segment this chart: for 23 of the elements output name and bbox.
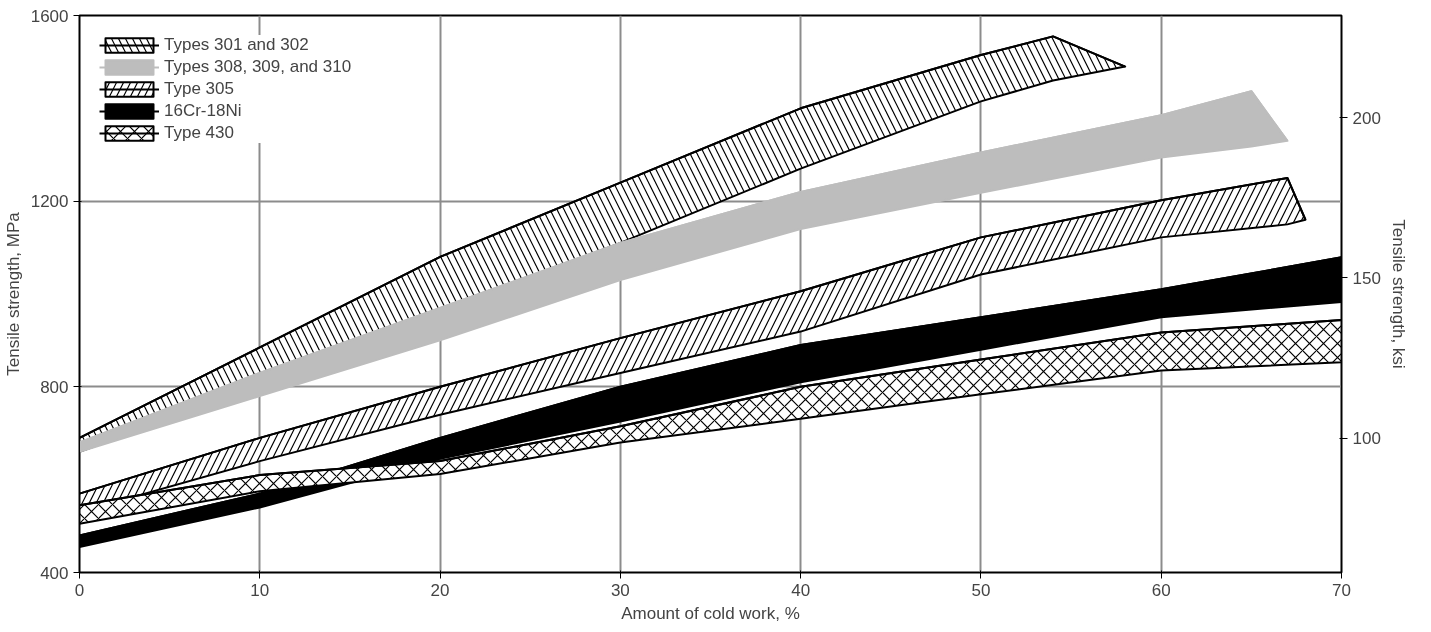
y2-tick-label: 200	[1352, 108, 1381, 128]
legend-label: Types 308, 309, and 310	[164, 57, 352, 77]
y-tick-label: 400	[40, 563, 69, 583]
x-tick-label: 70	[1332, 580, 1351, 600]
x-tick-label: 40	[791, 580, 811, 600]
legend-label: Type 430	[164, 123, 234, 143]
legend-label: Type 305	[164, 79, 234, 99]
y-tick-label: 800	[40, 377, 69, 397]
y-tick-label: 1200	[30, 192, 69, 212]
y2-tick-label: 100	[1352, 429, 1381, 449]
x-axis-title: Amount of cold work, %	[621, 603, 800, 623]
y-tick-label: 1600	[30, 6, 69, 26]
x-tick-label: 60	[1151, 580, 1171, 600]
y2-axis-title: Tensile strength, ksi	[1388, 219, 1408, 369]
x-tick-label: 50	[971, 580, 991, 600]
y-axis-title: Tensile strength, MPa	[3, 211, 23, 376]
y2-tick-label: 150	[1352, 268, 1381, 288]
x-tick-label: 30	[610, 580, 630, 600]
legend-label: 16Cr-18Ni	[164, 101, 242, 121]
x-tick-label: 10	[250, 580, 270, 600]
legend-label: Types 301 and 302	[164, 35, 309, 55]
x-tick-label: 0	[74, 580, 85, 600]
x-tick-label: 20	[430, 580, 450, 600]
